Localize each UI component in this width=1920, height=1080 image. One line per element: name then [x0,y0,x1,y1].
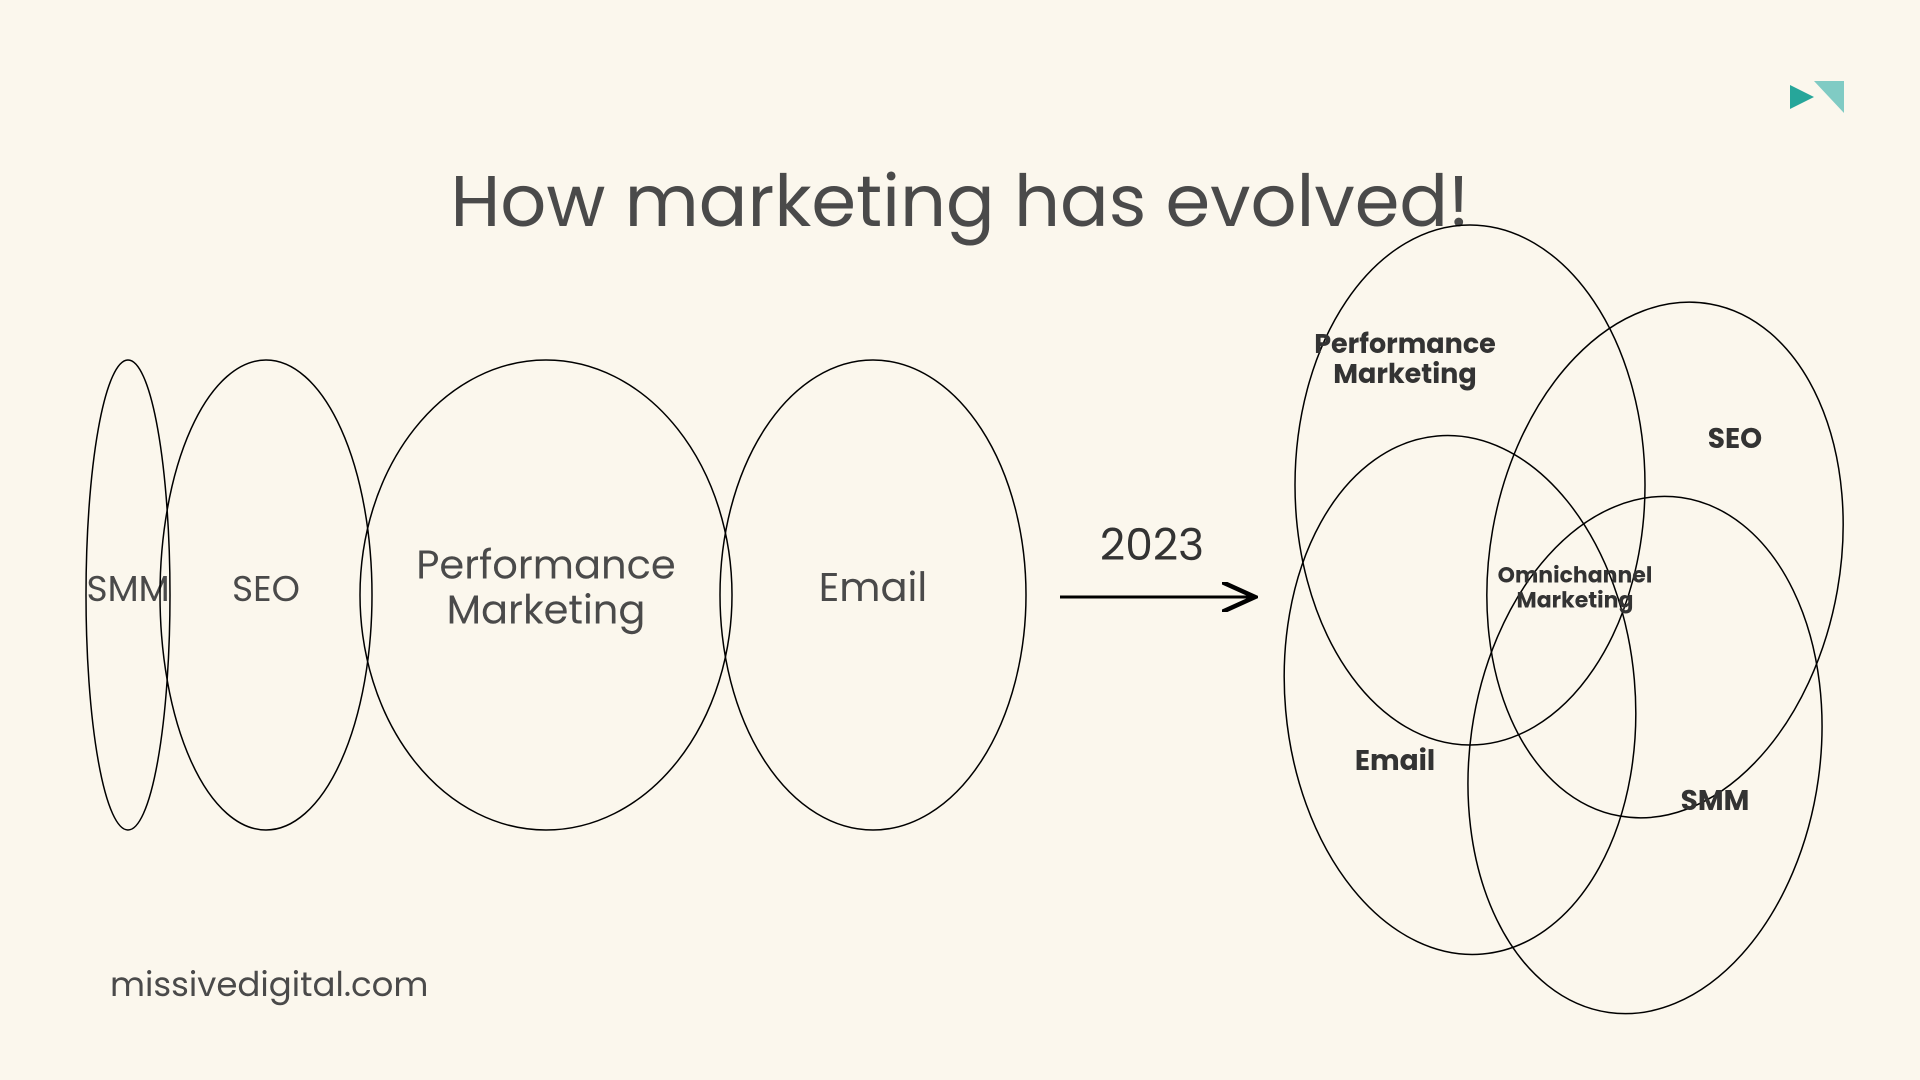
venn-label: Email [1355,741,1435,780]
ellipse-label: PerformanceMarketing [416,537,675,638]
ellipse-label: Email [819,559,927,615]
ellipse-label: SMM [86,563,169,614]
venn-ellipse [1263,421,1657,970]
venn-label: SEO [1708,419,1762,458]
right-venn-diagram: PerformanceMarketing SEO Email SMM Omnichann… [1263,225,1882,1037]
ellipse-label: SEO [232,563,300,614]
diagram-canvas: SMM SEO PerformanceMarketing Email 2023 Per… [0,0,1920,1080]
footer-url: missivedigital.com [110,959,428,1010]
left-ellipse-row: SMM SEO PerformanceMarketing Email [86,360,1026,830]
venn-label: SMM [1681,781,1750,820]
transition-arrow: 2023 [1060,515,1255,597]
venn-label: PerformanceMarketing [1314,326,1496,393]
arrow-year-label: 2023 [1100,515,1204,576]
venn-center-label: OmnichannelMarketing [1498,560,1653,616]
